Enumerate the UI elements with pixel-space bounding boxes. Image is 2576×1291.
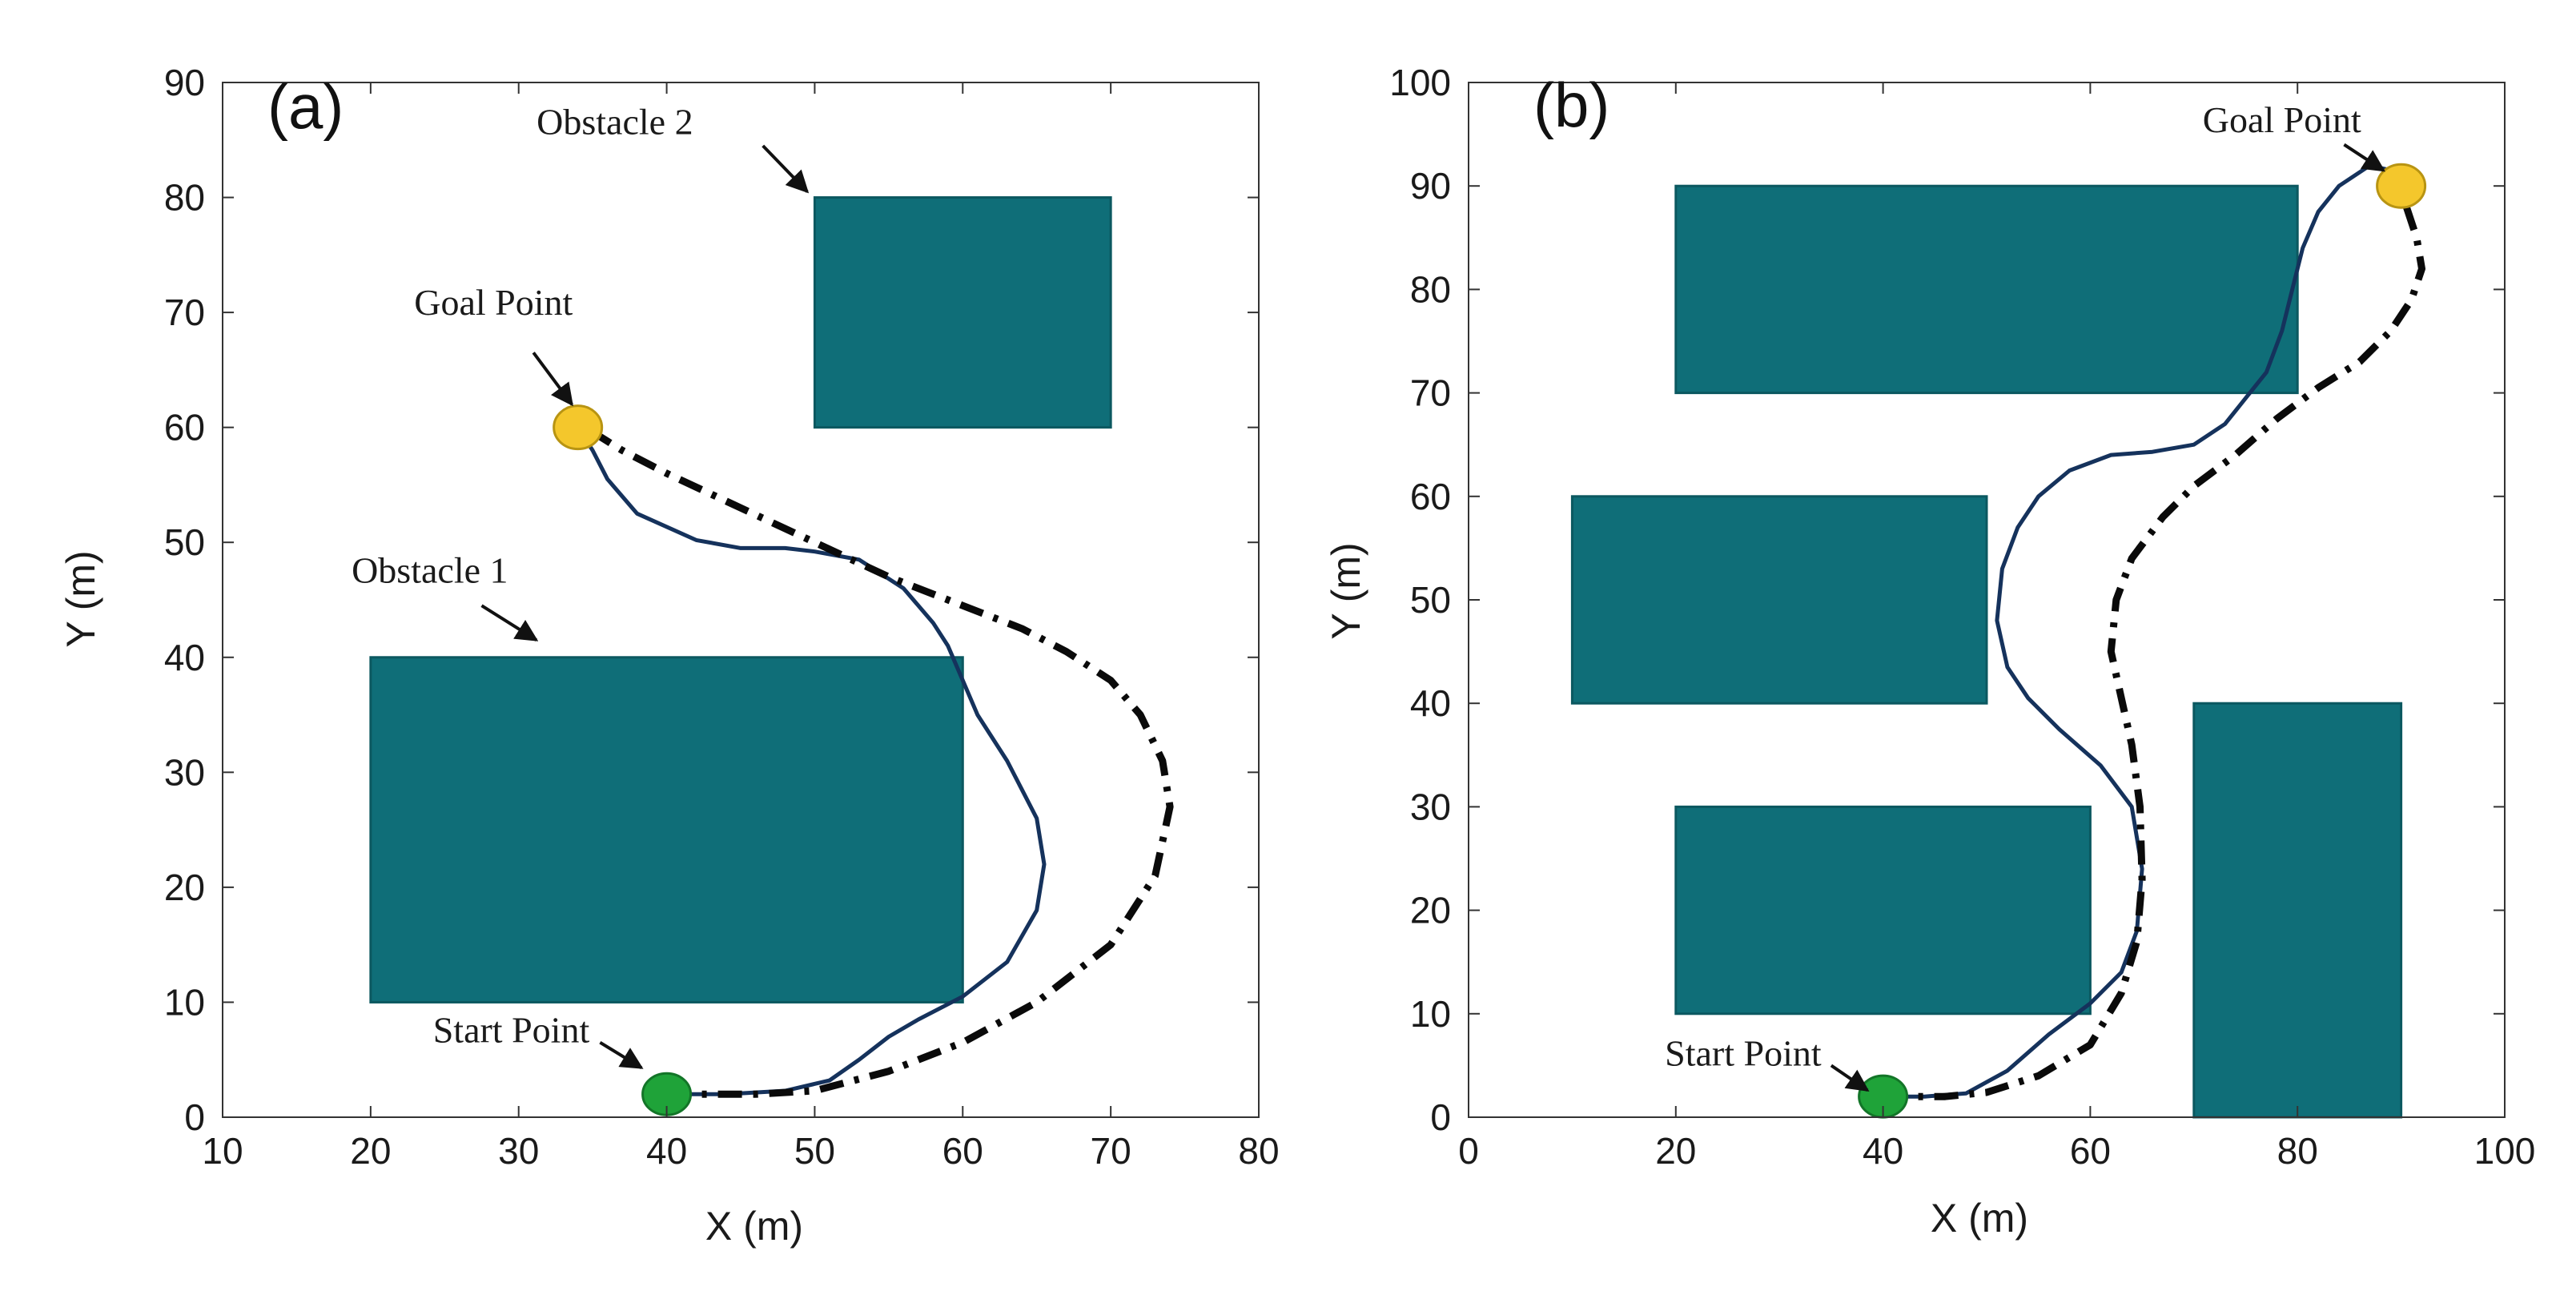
panel-b-annotation-arrow-start-point (1830, 1064, 1870, 1092)
panel-b-y-tick-label-90: 90 (1410, 165, 1451, 207)
panel-b-obstacle-4 (2192, 702, 2403, 1119)
panel-a-y-tick-label-80: 80 (164, 177, 205, 219)
panel-b-x-tick-label-100: 100 (2474, 1130, 2536, 1172)
panel-a-paths (576, 424, 1174, 1098)
panel-a-axes-box (222, 82, 1260, 1118)
panel-b-x-tick-label-80: 80 (2277, 1130, 2318, 1172)
panel-b-annotation-goal-point: Goal Point (2203, 99, 2361, 140)
panel-b-markers (1858, 163, 2427, 1119)
panel-b-y-tick-label-50: 50 (1410, 579, 1451, 621)
panel-b-x-tick-label-0: 0 (1458, 1130, 1479, 1172)
panel-b-annotations: Start Point Goal Point (1665, 99, 2385, 1092)
panel-b-y-tick-label-30: 30 (1410, 786, 1451, 827)
panel-a-goal-marker (553, 404, 604, 451)
panel-b-label: (b) (1533, 70, 1609, 140)
panel-b-goal-marker (2376, 163, 2427, 209)
panel-b-obstacles (1570, 184, 2403, 1119)
panel-b-obstacle-2 (1570, 495, 1988, 705)
panel-b-y-tick-label-20: 20 (1410, 890, 1451, 931)
panel-a-obstacle-2 (813, 196, 1112, 429)
panel-b-y-tick-label-80: 80 (1410, 268, 1451, 310)
panel-a-annotation-obstacle-2: Obstacle 2 (536, 102, 693, 143)
panel-b-path-solid (1881, 163, 2404, 1099)
panel-a-y-axis-label: Y (m) (58, 550, 103, 647)
panel-a-path-dashed (576, 424, 1174, 1098)
panel-b-y-tick-label-60: 60 (1410, 476, 1451, 517)
panel-a-annotation-arrow-start-point (599, 1040, 644, 1069)
panel-a-x-tick-label-50: 50 (794, 1130, 835, 1172)
panel-b-obstacle-3 (1674, 805, 2092, 1016)
panel-b-y-tick-label-10: 10 (1410, 993, 1451, 1035)
panel-a-annotation-arrow-goal-point (532, 352, 573, 407)
panel-b-x-tick-label-40: 40 (1863, 1130, 1903, 1172)
panel-a-x-axis-label: X (m) (705, 1204, 803, 1249)
panel-a-path-solid (576, 425, 1047, 1096)
panel-b-x-axis-label: X (m) (1931, 1196, 2028, 1241)
panel-a-y-tick-label-0: 0 (184, 1096, 205, 1138)
panel-b-paths (1881, 163, 2425, 1100)
panel-b-axes: 0 20 40 60 80 100 0 10 20 30 40 50 60 70 80 90 100 (1389, 62, 2535, 1172)
panel-b-annotation-arrow-goal-point (2343, 143, 2385, 172)
panel-b-x-tick-label-20: 20 (1655, 1130, 1696, 1172)
panel-a-annotation-obstacle-1: Obstacle 1 (352, 549, 508, 590)
panel-a-y-tick-label-70: 70 (164, 292, 205, 333)
panel-b-x-tick-label-60: 60 (2070, 1130, 2111, 1172)
panel-a-y-tick-label-30: 30 (164, 751, 205, 793)
panel-a-y-tick-label-20: 20 (164, 867, 205, 908)
panel-b-y-axis-label: Y (m) (1324, 542, 1368, 639)
panel-a-x-tick-label-20: 20 (350, 1130, 391, 1172)
panel-a-annotations: Obstacle 2 Goal Point Obstacle 1 Start Poin… (352, 102, 810, 1069)
panel-a-y-tick-label-90: 90 (164, 62, 205, 103)
panel-a-annotation-arrow-obstacle-2 (762, 144, 810, 194)
panel-a-markers (553, 404, 693, 1116)
panel-a-x-tick-label-60: 60 (942, 1130, 983, 1172)
panel-b-obstacle-1 (1674, 184, 2299, 395)
panel-a-x-tick-label-30: 30 (498, 1130, 539, 1172)
panel-b-y-tick-label-40: 40 (1410, 682, 1451, 724)
panel-b-path-dashed (1883, 185, 2425, 1100)
panel-b-y-tick-label-0: 0 (1430, 1096, 1451, 1138)
panel-a-y-tick-label-40: 40 (164, 637, 205, 678)
panel-a-y-tick-label-60: 60 (164, 407, 205, 448)
panel-a-annotation-start-point: Start Point (433, 1010, 590, 1051)
panel-a-x-tick-label-80: 80 (1238, 1130, 1279, 1172)
panel-b-annotation-start-point: Start Point (1665, 1032, 1822, 1073)
panel-a-x-tick-label-10: 10 (202, 1130, 243, 1172)
panel-a-annotation-arrow-obstacle-1 (480, 604, 539, 641)
panel-a-y-tick-label-50: 50 (164, 521, 205, 563)
panel-b: 0 20 40 60 80 100 0 10 20 30 40 50 60 70 80 90 100 Start… (1324, 62, 2535, 1241)
panel-b-y-tick-label-70: 70 (1410, 372, 1451, 414)
panel-a-label: (a) (267, 71, 344, 142)
panel-a-x-tick-label-40: 40 (646, 1130, 687, 1172)
panel-a-annotation-goal-point: Goal Point (414, 282, 573, 323)
panel-a-obstacle-1 (369, 656, 964, 1003)
panel-b-y-tick-label-100: 100 (1389, 62, 1451, 103)
panel-a-y-tick-label-10: 10 (164, 981, 205, 1023)
panel-a-x-tick-label-70: 70 (1091, 1130, 1131, 1172)
panel-a-obstacles (369, 196, 1112, 1003)
